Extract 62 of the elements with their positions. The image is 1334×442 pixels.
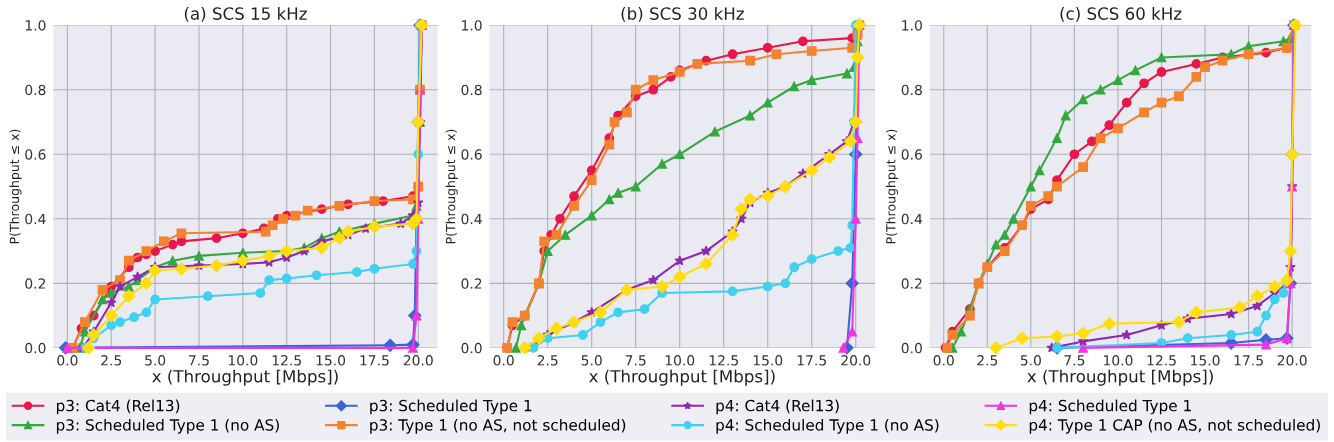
- y-tick-label: 1.0: [902, 20, 922, 31]
- y-tick-label: 1.0: [25, 20, 46, 31]
- y-tick-label: 0.6: [25, 149, 46, 160]
- x-axis-title: x (Throughput [Mbps]): [152, 369, 338, 386]
- x-tick-label: 17.5: [360, 355, 389, 366]
- legend-label: p4: Cat4 (Rel13): [716, 399, 839, 415]
- legend-label: p4: Scheduled Type 1: [1029, 399, 1191, 415]
- legend-label: p4: Type 1 CAP (no AS, not scheduled): [1029, 418, 1320, 434]
- legend-label: p3: Cat4 (Rel13): [56, 399, 180, 415]
- x-tick-label: 12.5: [272, 355, 301, 366]
- legend-label: p3: Type 1 (no AS, not scheduled): [370, 418, 626, 434]
- x-tick-label: 0.0: [57, 355, 78, 366]
- legend-label: p3: Scheduled Type 1 (no AS): [56, 418, 279, 434]
- x-tick-label: 10.0: [1104, 355, 1133, 366]
- y-axis-title: P(Throughput ≤ x): [9, 129, 22, 244]
- x-axis-title: x (Throughput [Mbps]): [589, 369, 775, 386]
- x-tick-label: 7.5: [1064, 355, 1085, 366]
- x-tick-label: 10.0: [228, 355, 258, 366]
- y-tick-label: 0.4: [461, 213, 482, 225]
- y-tick-label: 0.2: [901, 278, 922, 289]
- y-axis-title: P(Throughput ≤ x): [445, 129, 458, 244]
- x-tick-label: 20.0: [403, 355, 433, 366]
- x-tick-label: 10.0: [665, 355, 695, 366]
- x-tick-label: 2.5: [101, 355, 122, 366]
- x-tick-label: 12.5: [709, 355, 738, 366]
- x-tick-label: 20.0: [1277, 355, 1307, 366]
- x-tick-label: 17.5: [1234, 355, 1263, 366]
- x-tick-label: 15.0: [316, 355, 346, 366]
- y-tick-label: 0.8: [461, 84, 482, 96]
- y-tick-label: 0.8: [901, 84, 922, 96]
- x-tick-label: 15.0: [1191, 355, 1220, 366]
- x-tick-label: 0.0: [933, 355, 954, 366]
- x-tick-label: 2.5: [977, 355, 998, 366]
- x-tick-label: 7.5: [625, 355, 646, 366]
- x-tick-label: 5.0: [581, 355, 602, 366]
- legend-label: p3: Scheduled Type 1: [370, 399, 532, 415]
- y-tick-label: 0.2: [25, 278, 46, 289]
- y-tick-label: 0.4: [901, 213, 923, 225]
- x-tick-label: 0.0: [493, 355, 514, 366]
- x-tick-label: 12.5: [1147, 355, 1176, 366]
- x-axis-title: x (Throughput [Mbps]): [1027, 369, 1213, 386]
- x-tick-label: 7.5: [189, 355, 209, 366]
- chart-title: (a) SCS 15 kHz: [184, 6, 307, 22]
- x-tick-label: 5.0: [145, 355, 166, 366]
- y-tick-label: 1.0: [462, 20, 482, 31]
- x-tick-label: 15.0: [753, 355, 783, 366]
- y-tick-label: 0.0: [461, 342, 482, 354]
- chart-title: (b) SCS 30 kHz: [621, 6, 744, 22]
- y-tick-label: 0.4: [25, 213, 46, 225]
- y-tick-label: 0.0: [25, 342, 46, 354]
- chart-title: (c) SCS 60 kHz: [1060, 6, 1182, 22]
- x-tick-label: 17.5: [797, 355, 826, 366]
- y-tick-label: 0.6: [901, 149, 922, 160]
- y-tick-label: 0.0: [901, 342, 922, 354]
- y-tick-label: 0.6: [461, 149, 482, 160]
- x-tick-label: 2.5: [537, 355, 558, 366]
- x-tick-label: 5.0: [1020, 355, 1041, 366]
- y-tick-label: 0.8: [25, 84, 46, 96]
- y-axis-title: P(Throughput ≤ x): [885, 129, 898, 244]
- y-tick-label: 0.2: [461, 278, 482, 289]
- legend-label: p4: Scheduled Type 1 (no AS): [716, 418, 939, 434]
- x-tick-label: 20.0: [841, 355, 871, 366]
